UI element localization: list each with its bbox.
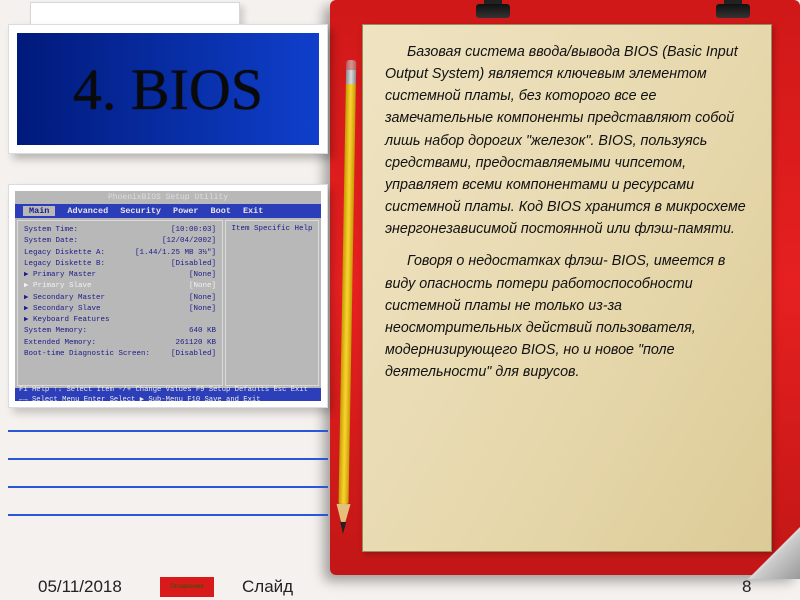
- bios-row: Extended Memory:261120 KB: [24, 338, 216, 349]
- bios-menu-security: Security: [120, 206, 161, 216]
- bios-row: System Time:[10:00:03]: [24, 225, 216, 236]
- bios-menu: Main Advanced Security Power Boot Exit: [15, 204, 321, 218]
- bios-row: ▶ Secondary Master[None]: [24, 293, 216, 304]
- title-panel: 4. BIOS: [8, 24, 328, 154]
- text-paper: Базовая система ввода/вывода BIOS (Basic…: [362, 24, 772, 552]
- paragraph-2: Говоря о недостатках флэш- BIOS, имеется…: [385, 250, 753, 383]
- bios-menu-main: Main: [23, 206, 55, 216]
- bios-row: ▶ Primary Slave[None]: [24, 281, 216, 292]
- bios-row: Legacy Diskette B:[Disabled]: [24, 259, 216, 270]
- bios-row: ▶ Keyboard Features: [24, 315, 216, 326]
- bios-screenshot: PhoenixBIOS Setup Utility Main Advanced …: [8, 184, 328, 408]
- bios-row: Boot-time Diagnostic Screen:[Disabled]: [24, 349, 216, 360]
- footer-slide-label: Слайд: [242, 577, 293, 597]
- paragraph-1: Базовая система ввода/вывода BIOS (Basic…: [385, 41, 753, 240]
- title-gradient: 4. BIOS: [17, 33, 319, 145]
- bios-footer: F1 Help ↑↓ Select Item -/+ Change Values…: [15, 388, 321, 401]
- footer-slide-number: 8: [742, 577, 751, 597]
- footer-redbox[interactable]: Оглавление: [160, 577, 214, 597]
- bios-menu-boot: Boot: [211, 206, 231, 216]
- bios-utility-title: PhoenixBIOS Setup Utility: [15, 191, 321, 204]
- ruled-lines: [8, 430, 328, 542]
- tab-decorative: [30, 2, 240, 26]
- slide-title: 4. BIOS: [73, 56, 263, 123]
- bios-menu-exit: Exit: [243, 206, 263, 216]
- slide-footer: 05/11/2018 Оглавление Слайд 8: [0, 574, 800, 600]
- bios-row: Legacy Diskette A:[1.44/1.25 MB 3½"]: [24, 248, 216, 259]
- bios-help-pane: Item Specific Help: [225, 220, 319, 386]
- bios-row: ▶ Secondary Slave[None]: [24, 304, 216, 315]
- bios-row: ▶ Primary Master[None]: [24, 270, 216, 281]
- bios-menu-power: Power: [173, 206, 199, 216]
- bios-row: System Date:[12/04/2002]: [24, 236, 216, 247]
- bios-menu-advanced: Advanced: [67, 206, 108, 216]
- bios-left-pane: System Time:[10:00:03]System Date:[12/04…: [17, 220, 223, 386]
- bios-row: System Memory:640 KB: [24, 326, 216, 337]
- footer-date: 05/11/2018: [38, 577, 122, 597]
- bios-help-title: Item Specific Help: [230, 225, 314, 233]
